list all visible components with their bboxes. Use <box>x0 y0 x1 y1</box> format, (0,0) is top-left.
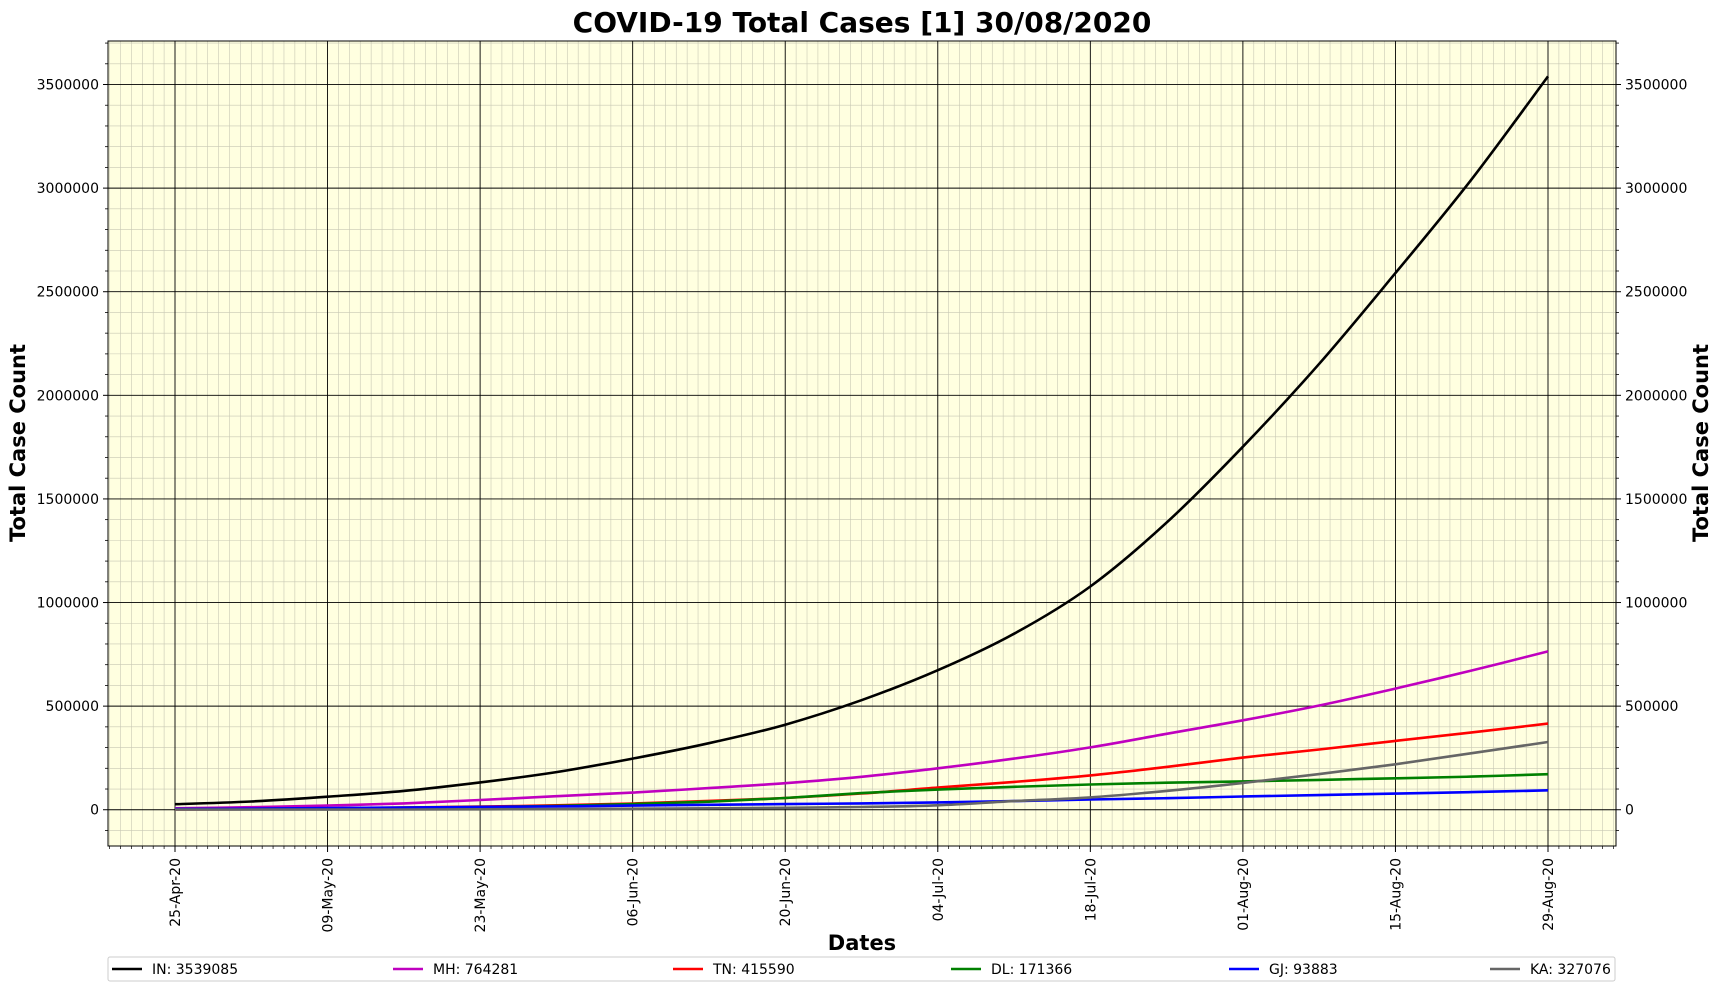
x-tick-label: 25-Apr-20 <box>168 858 184 927</box>
plot-background <box>108 41 1616 846</box>
y-tick-label-right: 1000000 <box>1625 596 1687 612</box>
legend-label-in: IN: 3539085 <box>152 962 238 978</box>
major-grid <box>108 41 1616 846</box>
legend-label-gj: GJ: 93883 <box>1269 962 1338 978</box>
y-tick-label-right: 2500000 <box>1625 285 1687 301</box>
legend-box <box>107 956 1616 982</box>
y-axis-label-right: Total Case Count <box>1689 344 1713 542</box>
x-tick-label: 09-May-20 <box>321 858 337 932</box>
y-axis-right: 0 500000 1000000 1500000 2000000 2500000 30000… <box>1616 42 1687 831</box>
y-tick-label-right: 1500000 <box>1625 492 1687 508</box>
y-tick-label-right: 0 <box>1625 803 1634 819</box>
series-line-ka <box>174 740 1549 811</box>
y-tick-label: 3000000 <box>37 181 99 197</box>
y-tick-label-right: 2000000 <box>1625 388 1687 404</box>
y-tick-label: 500000 <box>46 699 99 715</box>
x-axis-label: Dates <box>828 931 896 955</box>
y-axis-label-left: Total Case Count <box>6 344 30 542</box>
y-tick-label: 3500000 <box>37 78 99 94</box>
legend: IN: 3539085 MH: 764281 TN: 415590 DL: 17136… <box>107 956 1616 982</box>
y-tick-label-right: 3500000 <box>1625 78 1687 94</box>
x-tick-label: 29-Aug-20 <box>1541 858 1557 931</box>
legend-label-dl: DL: 171366 <box>991 962 1072 978</box>
plot-frame <box>107 40 1617 847</box>
x-axis: 25-Apr-20 09-May-20 23-May-20 06-Jun-20 20-J… <box>109 846 1614 932</box>
minor-grid <box>108 41 1616 846</box>
chart-title: COVID-19 Total Cases [1] 30/08/2020 <box>573 6 1152 39</box>
y-tick-label: 1500000 <box>37 492 99 508</box>
y-tick-label: 1000000 <box>37 596 99 612</box>
x-tick-label: 18-Jul-20 <box>1083 858 1099 921</box>
series-line-mh <box>174 650 1549 810</box>
legend-label-ka: KA: 327076 <box>1530 962 1611 978</box>
y-tick-label: 0 <box>90 803 99 819</box>
x-tick-label: 04-Jul-20 <box>931 858 947 921</box>
series-layer <box>174 75 1550 811</box>
plot-area <box>107 40 1617 847</box>
legend-label-mh: MH: 764281 <box>433 962 518 978</box>
legend-label-tn: TN: 415590 <box>712 962 795 978</box>
x-tick-label: 15-Aug-20 <box>1388 858 1404 931</box>
y-tick-label: 2000000 <box>37 388 99 404</box>
y-tick-label: 2500000 <box>37 285 99 301</box>
x-tick-label: 01-Aug-20 <box>1236 858 1252 931</box>
x-tick-label: 06-Jun-20 <box>626 858 642 926</box>
x-tick-label: 23-May-20 <box>473 858 489 932</box>
y-tick-label-right: 3000000 <box>1625 181 1687 197</box>
y-axis-left: 0 500000 1000000 1500000 2000000 2500000 30000… <box>37 42 108 831</box>
series-line-gj <box>174 789 1549 811</box>
series-line-in <box>174 75 1550 806</box>
x-tick-label: 20-Jun-20 <box>778 858 794 926</box>
y-tick-label-right: 500000 <box>1625 699 1678 715</box>
